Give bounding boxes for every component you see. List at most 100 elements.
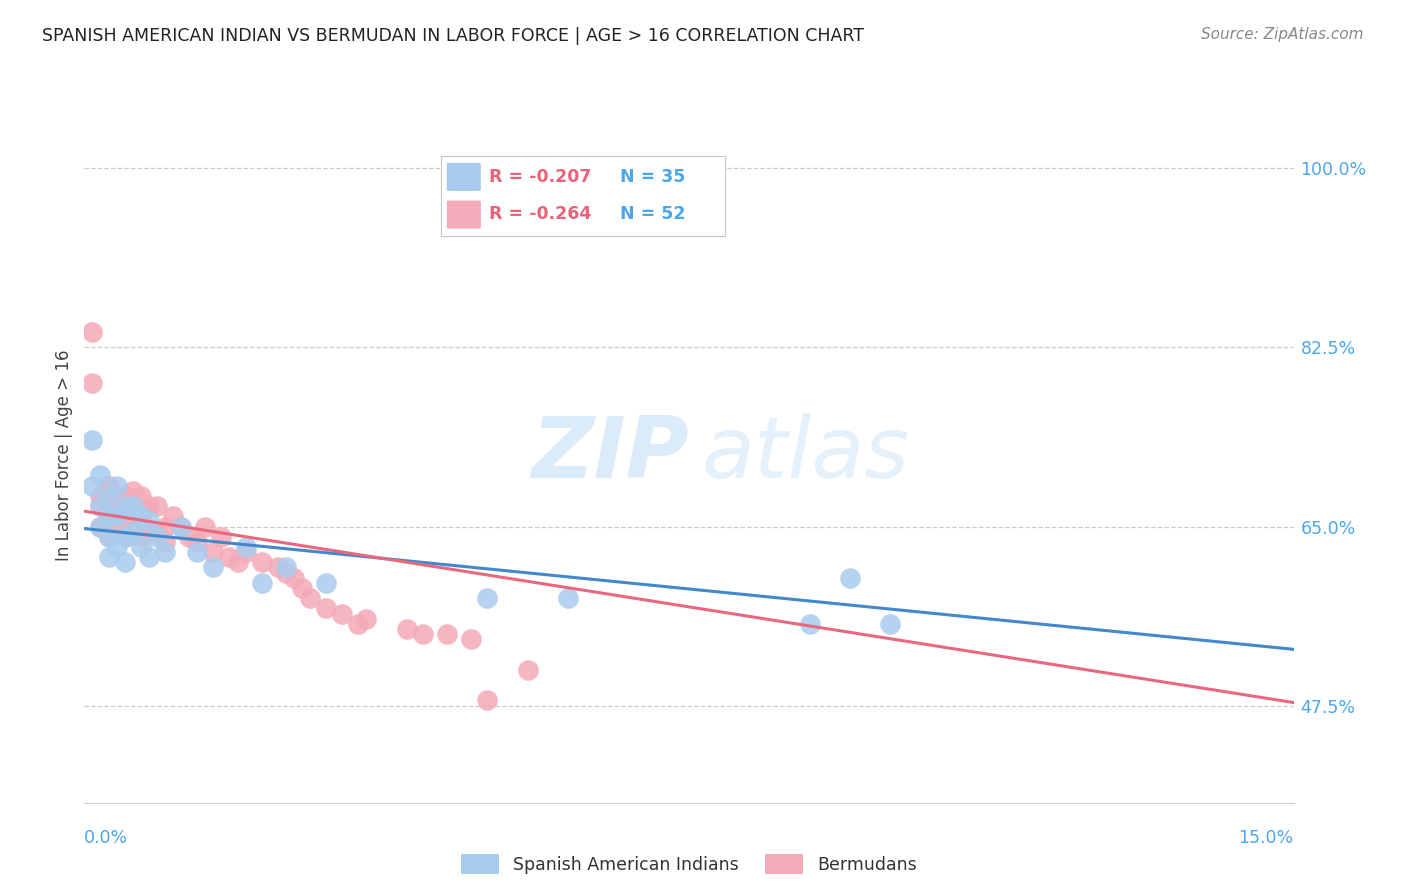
- Point: [516, 663, 538, 677]
- Point: [129, 509, 152, 524]
- Point: [315, 601, 337, 615]
- Point: [153, 545, 176, 559]
- Text: R = -0.207: R = -0.207: [489, 169, 592, 186]
- Point: [879, 616, 901, 631]
- Point: [105, 509, 128, 524]
- Point: [121, 499, 143, 513]
- Point: [138, 524, 160, 539]
- Point: [105, 509, 128, 524]
- Point: [347, 616, 370, 631]
- Point: [105, 489, 128, 503]
- Point: [114, 555, 136, 569]
- Point: [153, 519, 176, 533]
- Point: [839, 571, 862, 585]
- Point: [97, 530, 120, 544]
- Point: [557, 591, 579, 606]
- Point: [186, 545, 208, 559]
- Point: [89, 519, 111, 533]
- Point: [129, 509, 152, 524]
- Point: [436, 627, 458, 641]
- Point: [153, 534, 176, 549]
- Point: [299, 591, 322, 606]
- Point: [114, 530, 136, 544]
- Point: [356, 612, 378, 626]
- Point: [138, 499, 160, 513]
- Point: [138, 550, 160, 565]
- Point: [235, 540, 257, 554]
- Point: [477, 693, 499, 707]
- Text: SPANISH AMERICAN INDIAN VS BERMUDAN IN LABOR FORCE | AGE > 16 CORRELATION CHART: SPANISH AMERICAN INDIAN VS BERMUDAN IN L…: [42, 27, 865, 45]
- Point: [97, 489, 120, 503]
- Point: [186, 534, 208, 549]
- Point: [235, 545, 257, 559]
- Point: [114, 509, 136, 524]
- Point: [82, 433, 104, 447]
- Point: [97, 550, 120, 565]
- Point: [274, 566, 297, 580]
- FancyBboxPatch shape: [447, 201, 481, 228]
- Point: [97, 530, 120, 544]
- Point: [218, 550, 240, 565]
- Point: [82, 478, 104, 492]
- Point: [194, 519, 217, 533]
- Point: [121, 524, 143, 539]
- Point: [129, 489, 152, 503]
- Point: [330, 607, 353, 621]
- Text: atlas: atlas: [702, 413, 910, 497]
- Point: [477, 591, 499, 606]
- Point: [267, 560, 290, 574]
- Text: N = 35: N = 35: [620, 169, 686, 186]
- Point: [250, 575, 273, 590]
- Legend: Spanish American Indians, Bermudans: Spanish American Indians, Bermudans: [461, 855, 917, 874]
- Point: [209, 530, 232, 544]
- Point: [114, 530, 136, 544]
- Point: [105, 519, 128, 533]
- Point: [129, 540, 152, 554]
- Text: N = 52: N = 52: [620, 205, 686, 223]
- Point: [250, 555, 273, 569]
- Text: 0.0%: 0.0%: [84, 829, 128, 847]
- Point: [105, 540, 128, 554]
- Point: [412, 627, 434, 641]
- Point: [97, 504, 120, 518]
- Point: [170, 519, 193, 533]
- Point: [105, 478, 128, 492]
- Point: [202, 545, 225, 559]
- Point: [138, 515, 160, 529]
- Point: [291, 581, 314, 595]
- Text: Source: ZipAtlas.com: Source: ZipAtlas.com: [1201, 27, 1364, 42]
- Point: [283, 571, 305, 585]
- Text: 15.0%: 15.0%: [1239, 829, 1294, 847]
- Text: ZIP: ZIP: [531, 413, 689, 497]
- Point: [146, 499, 169, 513]
- Point: [121, 524, 143, 539]
- FancyBboxPatch shape: [447, 163, 481, 191]
- Point: [226, 555, 249, 569]
- Point: [274, 560, 297, 574]
- Point: [170, 519, 193, 533]
- Point: [202, 560, 225, 574]
- Text: R = -0.264: R = -0.264: [489, 205, 592, 223]
- Point: [799, 616, 821, 631]
- Point: [121, 483, 143, 498]
- Point: [89, 489, 111, 503]
- Y-axis label: In Labor Force | Age > 16: In Labor Force | Age > 16: [55, 349, 73, 561]
- Point: [146, 524, 169, 539]
- Point: [89, 499, 111, 513]
- Point: [114, 499, 136, 513]
- Point: [121, 504, 143, 518]
- Point: [129, 530, 152, 544]
- Point: [162, 509, 184, 524]
- Point: [114, 489, 136, 503]
- Point: [315, 575, 337, 590]
- Point: [97, 478, 120, 492]
- Point: [179, 530, 201, 544]
- Point: [97, 509, 120, 524]
- Point: [82, 376, 104, 391]
- Point: [460, 632, 482, 646]
- Point: [89, 519, 111, 533]
- Point: [146, 530, 169, 544]
- Point: [89, 499, 111, 513]
- Point: [89, 468, 111, 483]
- Point: [82, 325, 104, 339]
